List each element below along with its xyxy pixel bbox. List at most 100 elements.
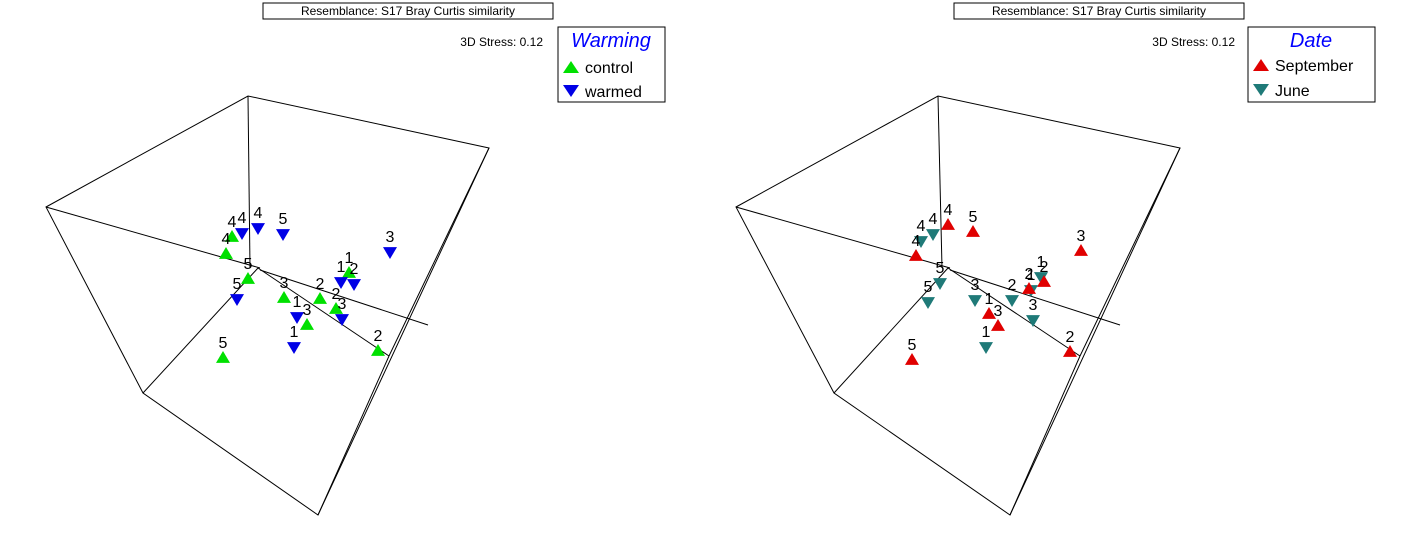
- data-point-label: 1: [345, 250, 354, 267]
- legend-box: [1247, 26, 1376, 103]
- cube-edge: [1009, 355, 1081, 516]
- data-point-label: 4: [222, 231, 231, 248]
- legend-marker-control: [563, 61, 579, 73]
- data-point-label: 5: [969, 209, 978, 226]
- data-point-marker: [230, 294, 244, 306]
- cube-edge: [937, 95, 943, 269]
- data-point-marker: [1026, 315, 1040, 327]
- data-point-label: 3: [303, 302, 312, 319]
- data-point-label: 3: [280, 275, 289, 292]
- legend-title: Warming: [571, 30, 651, 52]
- data-point-label: 1: [290, 324, 299, 341]
- data-point-label: 2: [1040, 259, 1049, 276]
- data-point-marker: [968, 295, 982, 307]
- data-point-label: 1: [1027, 267, 1036, 284]
- data-point-label: 4: [238, 210, 247, 227]
- data-point-marker: [287, 342, 301, 354]
- data-point-label: 1: [1037, 254, 1046, 271]
- legend: Warming control warmed: [557, 26, 666, 103]
- data-point-label: 3: [1077, 228, 1086, 245]
- legend-label-june: June: [1275, 83, 1310, 100]
- data-point-marker: [982, 307, 996, 319]
- cube-edge: [247, 95, 251, 269]
- cube-edge: [142, 267, 259, 394]
- cube-edge: [259, 269, 429, 326]
- data-point-marker: [342, 266, 356, 278]
- data-point-label: 4: [917, 218, 926, 235]
- data-point-marker: [335, 314, 349, 326]
- cube-wireframe: [45, 95, 490, 516]
- data-point-marker: [216, 351, 230, 363]
- data-point-marker: [225, 230, 239, 242]
- data-point-marker: [909, 249, 923, 261]
- data-point-label: 5: [279, 211, 288, 228]
- data-point-marker: [979, 342, 993, 354]
- data-point-marker: [235, 228, 249, 240]
- cube-edge: [947, 267, 1081, 357]
- legend-label-september: September: [1275, 58, 1354, 75]
- legend-marker-september: [1253, 59, 1269, 71]
- data-point-marker: [334, 277, 348, 289]
- cube-edge: [388, 147, 490, 357]
- legend-marker-warmed: [563, 85, 579, 97]
- cube-edge: [317, 355, 390, 516]
- data-point-marker: [241, 272, 255, 284]
- data-point-marker: [300, 318, 314, 330]
- data-point-marker: [905, 353, 919, 365]
- data-point-marker: [347, 279, 361, 291]
- data-point-marker: [1074, 244, 1088, 256]
- legend-title: Date: [1290, 30, 1332, 52]
- data-point-marker: [371, 344, 385, 356]
- data-point-label: 1: [337, 259, 346, 276]
- data-point-label: 2: [1008, 277, 1017, 294]
- cube-edge: [1079, 147, 1181, 357]
- data-point-marker: [914, 236, 928, 248]
- cube-front-face: [45, 95, 490, 516]
- legend-label-warmed: warmed: [584, 84, 642, 101]
- data-point-label: 5: [936, 260, 945, 277]
- stress-value: 3D Stress: 0.12: [1152, 35, 1235, 49]
- data-point-marker: [1005, 295, 1019, 307]
- data-point-marker: [941, 218, 955, 230]
- data-point-label: 3: [386, 229, 395, 246]
- data-point-marker: [313, 292, 327, 304]
- data-point-marker: [290, 312, 304, 324]
- data-point-label: 4: [254, 205, 263, 222]
- data-point-label: 2: [350, 261, 359, 278]
- data-point-label: 1: [985, 291, 994, 308]
- data-point-marker: [933, 278, 947, 290]
- data-point-label: 2: [1066, 329, 1075, 346]
- legend: Date September June: [1247, 26, 1376, 103]
- legend-marker-june: [1253, 84, 1269, 96]
- data-point-label: 2: [1025, 266, 1034, 283]
- data-point-marker: [1034, 272, 1048, 284]
- cube-edge: [833, 267, 949, 394]
- chart-title: Resemblance: S17 Bray Curtis similarity: [301, 4, 515, 18]
- data-point-marker: [219, 247, 233, 259]
- data-point-marker: [276, 229, 290, 241]
- cube-edge: [949, 269, 1121, 326]
- data-point-label: 3: [994, 303, 1003, 320]
- data-point-label: 1: [293, 294, 302, 311]
- data-point-label: 5: [244, 256, 253, 273]
- data-point-label: 5: [219, 335, 228, 352]
- data-point-label: 2: [332, 286, 341, 303]
- data-point-marker: [251, 223, 265, 235]
- cube-wireframe: [735, 95, 1181, 516]
- title-box: [262, 2, 554, 20]
- data-point-label: 4: [929, 211, 938, 228]
- data-point-label: 3: [338, 296, 347, 313]
- data-point-label: 4: [944, 202, 953, 219]
- data-point-label: 5: [924, 279, 933, 296]
- cube-front-face: [735, 95, 1181, 516]
- data-point-label: 3: [1029, 297, 1038, 314]
- data-point-marker: [926, 229, 940, 241]
- data-point-label: 1: [982, 324, 991, 341]
- data-point-marker: [921, 297, 935, 309]
- legend-label-control: control: [585, 60, 633, 77]
- data-point-marker: [383, 247, 397, 259]
- title-box: [953, 2, 1245, 20]
- data-point-marker: [1063, 345, 1077, 357]
